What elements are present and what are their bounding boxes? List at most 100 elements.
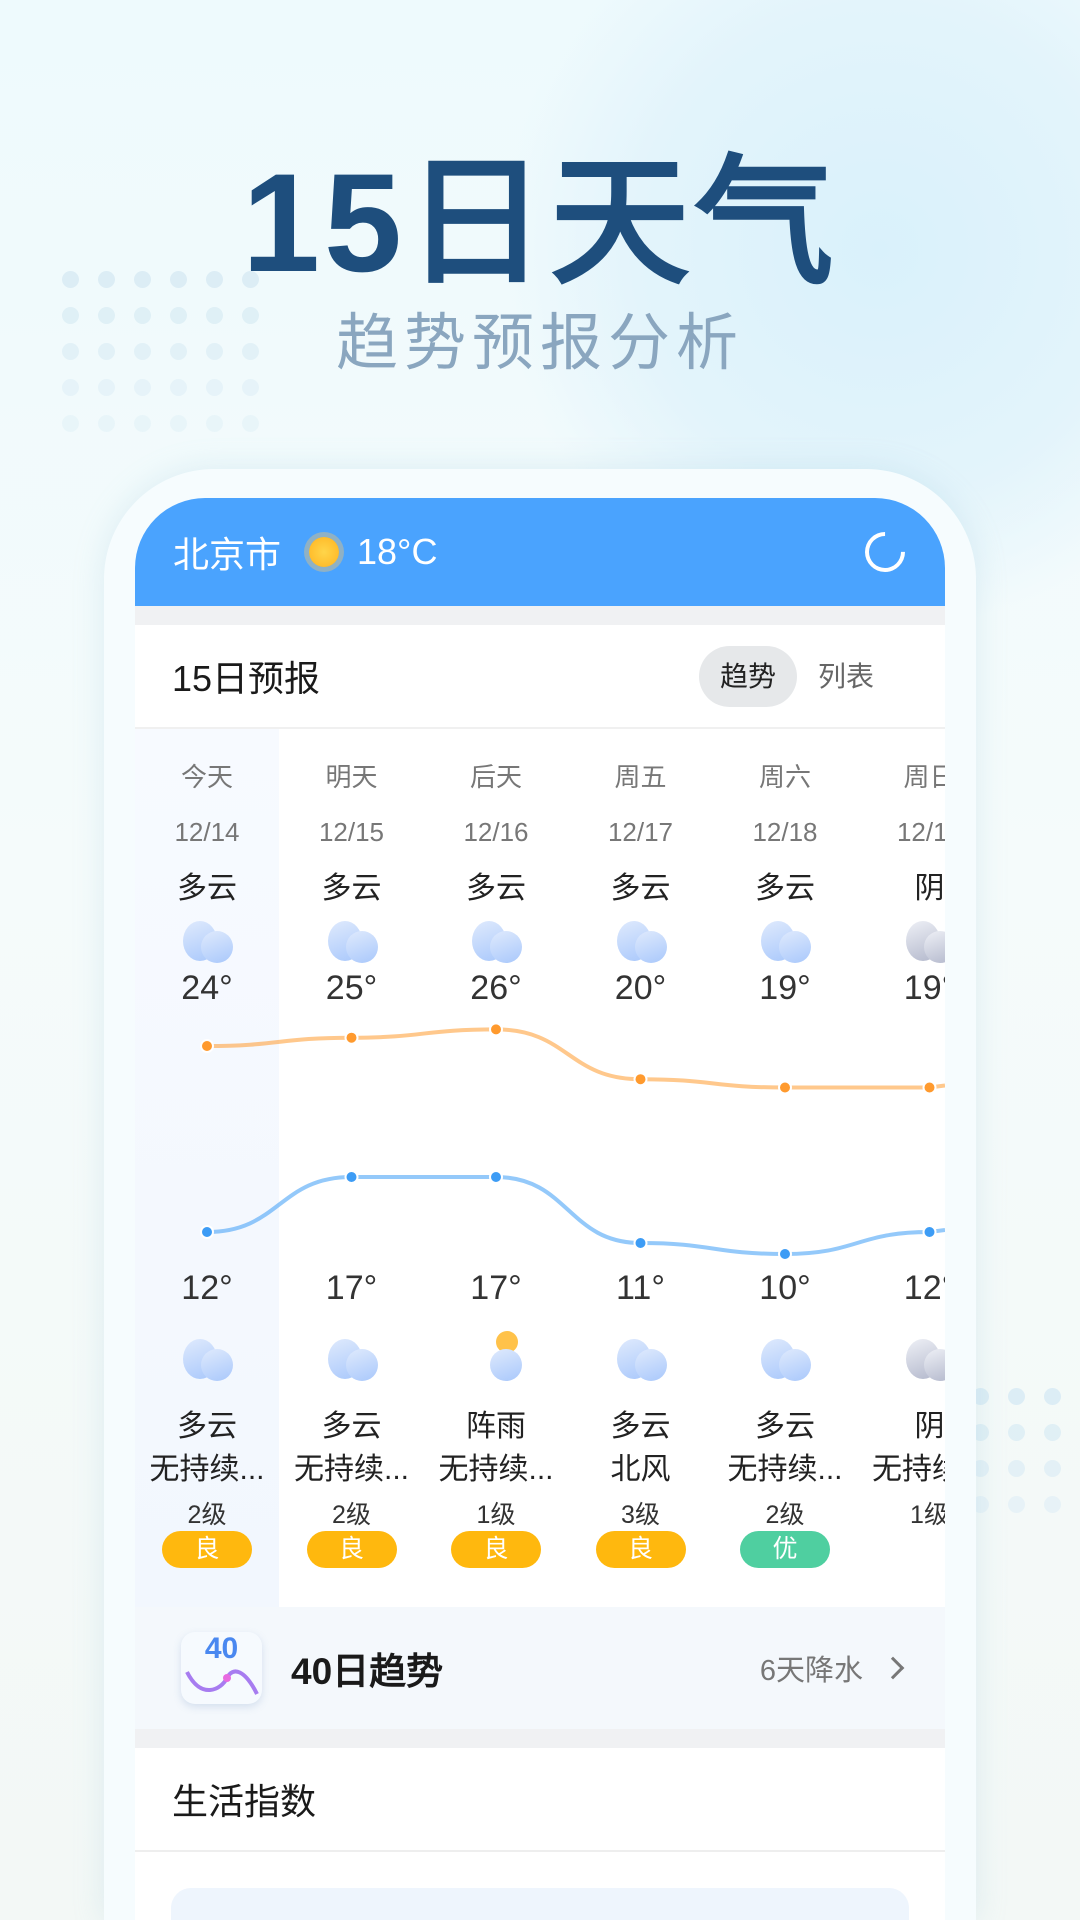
divider [135, 1729, 945, 1748]
forecast-trend-grid[interactable]: 今天 12/14 多云 24° 12° 多云 无持续... 2级 良 明天 12/… [135, 729, 945, 1607]
day-condition: 多云 [466, 872, 526, 905]
day-cloudy-icon [757, 919, 813, 963]
aqi-badge: 良 [595, 1531, 686, 1568]
day-cloudy-icon [468, 919, 524, 963]
low-temp: 17° [325, 1269, 378, 1307]
night-condition: 阵雨 [466, 1410, 526, 1443]
weekday: 今天 [180, 762, 233, 792]
low-temp-point [489, 1170, 503, 1184]
current-temp: 18°C [357, 531, 438, 572]
location-header: 北京市 18°C [135, 498, 945, 606]
trend-40-title: 40日趋势 [291, 1651, 444, 1692]
promo-subtitle: 趋势预报分析 [335, 309, 744, 378]
trend-40-icon: 40 [181, 1632, 262, 1704]
low-temp: 17° [470, 1269, 522, 1307]
high-temp-point [778, 1080, 792, 1095]
weekday: 明天 [325, 762, 378, 792]
low-temp-point [922, 1225, 937, 1239]
weekday: 后天 [469, 762, 522, 792]
night-condition: 多云 [177, 1410, 237, 1443]
wind-direction: 无持续... [149, 1453, 265, 1486]
wind-level: 1级 [910, 1501, 945, 1529]
today-highlight [135, 729, 279, 1607]
date: 12/15 [318, 817, 385, 847]
date: 12/16 [463, 817, 529, 847]
wind-direction: 北风 [610, 1453, 671, 1486]
precipitation-summary: 6天降水 [759, 1655, 863, 1687]
life-index-title: 生活指数 [135, 1748, 945, 1852]
low-temp: 12° [903, 1269, 945, 1307]
wind-level: 2级 [187, 1501, 227, 1529]
low-temp: 10° [759, 1269, 811, 1307]
weekday: 周日 [903, 762, 945, 792]
wind-level: 2级 [332, 1501, 371, 1529]
sun-icon [309, 537, 340, 567]
low-temp-point [344, 1170, 359, 1184]
promo-title: 15日天气 [242, 144, 838, 301]
high-temp-point [489, 1022, 503, 1037]
temperature-chart [200, 1022, 945, 1261]
night-cloudy-icon [324, 1337, 380, 1381]
date: 12/17 [607, 817, 674, 847]
high-temp: 20° [614, 969, 667, 1007]
chevron-right-icon [881, 1656, 905, 1680]
dot-pattern [972, 1388, 1080, 1513]
wind-direction: 无持续... [438, 1453, 554, 1486]
day-condition: 阴 [914, 872, 945, 905]
day-cloudy-icon [613, 919, 669, 963]
aqi-badge: 优 [740, 1531, 830, 1568]
day-cloudy-icon [179, 919, 235, 963]
low-temp-point [200, 1225, 214, 1239]
low-temp-line [206, 1175, 945, 1257]
dot-pattern [62, 271, 278, 432]
low-temp: 12° [181, 1269, 233, 1307]
city-name[interactable]: 北京市 [173, 534, 282, 575]
aqi-badge: 良 [306, 1531, 397, 1568]
day-condition: 多云 [755, 872, 815, 905]
low-temp: 11° [616, 1269, 665, 1307]
tab-trend[interactable]: 趋势 [699, 646, 797, 707]
night-condition: 多云 [755, 1410, 815, 1443]
high-temp: 26° [470, 969, 522, 1007]
day-cloudy-icon [324, 919, 380, 963]
high-temp: 19° [903, 969, 945, 1007]
weekday: 周六 [758, 762, 811, 792]
night-cloudy-icon [613, 1337, 669, 1381]
night-condition: 多云 [610, 1410, 671, 1443]
forecast-header: 15日预报 趋势 列表 [135, 625, 945, 729]
high-temp-point [922, 1080, 937, 1095]
trend-40-day-row[interactable]: 40 40日趋势 6天降水 [135, 1607, 945, 1729]
forecast-title: 15日预报 [172, 658, 321, 699]
low-temp-point [633, 1236, 648, 1250]
high-temp-point [633, 1072, 648, 1087]
high-temp: 25° [325, 969, 378, 1007]
wind-direction: 无持续... [727, 1453, 843, 1486]
day-overcast-icon [902, 919, 945, 963]
date: 12/18 [752, 817, 818, 847]
refresh-icon[interactable] [856, 523, 914, 581]
tab-list[interactable]: 列表 [817, 661, 874, 692]
weekday: 周五 [614, 762, 667, 792]
wind-direction: 无持续... [293, 1453, 409, 1486]
night-cloudy-icon [757, 1337, 813, 1381]
aqi-badge: 良 [451, 1531, 541, 1568]
life-index-card[interactable] [171, 1888, 909, 1920]
high-temp: 24° [181, 969, 233, 1007]
night-condition: 多云 [321, 1410, 382, 1443]
wind-direction: 无持续... [871, 1453, 945, 1486]
high-temp-point [344, 1030, 359, 1045]
high-temp: 19° [759, 969, 811, 1007]
wind-level: 1级 [476, 1501, 516, 1529]
date: 12/14 [174, 817, 240, 847]
high-temp-point [200, 1039, 214, 1053]
night-cloudy-icon [179, 1337, 235, 1381]
night-overcast-icon [902, 1337, 945, 1381]
night-condition: 阴 [914, 1410, 945, 1443]
date: 12/19 [896, 817, 945, 847]
day-condition: 多云 [321, 872, 382, 905]
view-toggle: 趋势 列表 [699, 646, 895, 707]
wind-level: 3级 [621, 1501, 660, 1529]
day-condition: 多云 [177, 872, 237, 905]
aqi-badge: 良 [162, 1531, 252, 1568]
divider [135, 606, 945, 625]
